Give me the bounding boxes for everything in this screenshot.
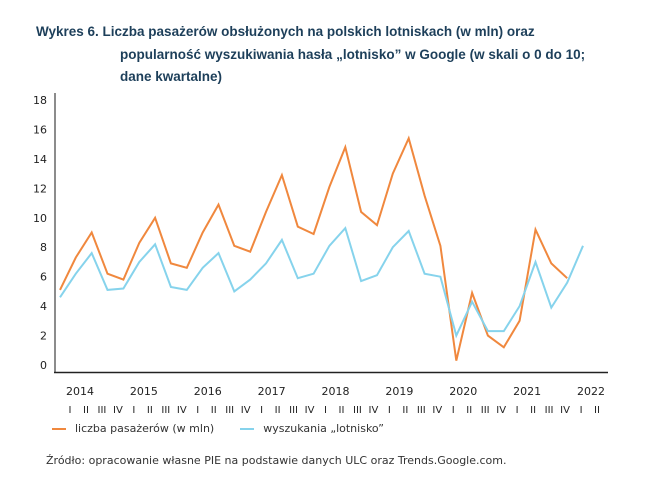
y-axis-ticks: 0 2 4 6 8 10 12 14 16 18 — [33, 94, 47, 372]
x-quarter-label: I — [196, 405, 199, 416]
x-quarter-label: I — [388, 405, 391, 416]
x-quarter-label: III — [417, 405, 426, 416]
legend-item-passengers: liczba pasażerów (w mln) — [52, 422, 214, 435]
x-quarter-label: I — [260, 405, 263, 416]
x-quarter-label: I — [452, 405, 455, 416]
x-quarter-label: I — [132, 405, 135, 416]
x-quarter-label: II — [275, 405, 281, 416]
source-note: Źródło: opracowanie własne PIE na podsta… — [46, 454, 507, 467]
legend-label-passengers: liczba pasażerów (w mln) — [75, 422, 215, 435]
x-quarter-label: I — [69, 405, 72, 416]
x-quarter-label: IV — [496, 405, 506, 416]
y-tick-label: 2 — [40, 330, 47, 343]
x-quarter-label: II — [83, 405, 89, 416]
y-tick-label: 16 — [33, 123, 47, 136]
x-quarter-label: II — [402, 405, 408, 416]
y-tick-label: 4 — [40, 300, 47, 313]
x-quarter-label: III — [161, 405, 170, 416]
line-chart: 0 2 4 6 8 10 12 14 16 18 2014 2015 2016 2017 2018 2019… — [33, 93, 608, 416]
x-quarter-label: II — [211, 405, 217, 416]
x-year-label: 2018 — [322, 385, 350, 398]
x-quarter-label: II — [594, 405, 600, 416]
x-year-label: 2014 — [66, 385, 94, 398]
chart-title: Wykres 6. Liczba pasażerów obsłużonych n… — [36, 21, 656, 89]
x-quarter-label: III — [98, 405, 107, 416]
x-quarter-label: IV — [177, 405, 187, 416]
y-tick-label: 8 — [40, 241, 47, 254]
x-quarter-label: III — [225, 405, 234, 416]
x-quarter-label: II — [147, 405, 153, 416]
x-year-label: 2015 — [130, 385, 158, 398]
x-year-label: 2019 — [385, 385, 413, 398]
x-quarter-label: IV — [113, 405, 123, 416]
legend-item-searches: wyszukania „lotnisko” — [240, 422, 384, 435]
x-quarter-label: I — [324, 405, 327, 416]
legend-label-searches: wyszukania „lotnisko” — [263, 422, 384, 435]
x-quarter-label: III — [289, 405, 298, 416]
x-quarter-label: II — [339, 405, 345, 416]
x-quarter-label: I — [516, 405, 519, 416]
x-year-label: 2016 — [194, 385, 222, 398]
y-tick-label: 10 — [33, 212, 47, 225]
y-tick-label: 12 — [33, 182, 47, 195]
x-quarter-label: IV — [241, 405, 251, 416]
y-tick-label: 14 — [33, 153, 47, 166]
x-year-label: 2022 — [577, 385, 605, 398]
y-tick-label: 6 — [40, 271, 47, 284]
x-quarter-label: I — [580, 405, 583, 416]
legend: liczba pasażerów (w mln) wyszukania „lot… — [52, 422, 410, 435]
x-quarter-label: III — [545, 405, 554, 416]
y-tick-label: 0 — [40, 359, 47, 372]
x-quarter-label: II — [466, 405, 472, 416]
x-year-label: 2020 — [449, 385, 477, 398]
x-quarter-label: IV — [432, 405, 442, 416]
legend-swatch-searches — [240, 427, 255, 430]
x-quarter-label: III — [353, 405, 362, 416]
x-quarter-label: IV — [305, 405, 315, 416]
x-year-label: 2021 — [513, 385, 541, 398]
y-tick-label: 18 — [33, 94, 47, 107]
chart-title-line-1: Wykres 6. Liczba pasażerów obsłużonych n… — [36, 24, 535, 39]
x-quarter-label: III — [481, 405, 490, 416]
x-year-label: 2017 — [258, 385, 286, 398]
series-group — [59, 135, 584, 361]
x-quarter-label: IV — [560, 405, 570, 416]
chart-title-line-3: dane kwartalne) — [120, 69, 223, 84]
x-quarter-label: IV — [369, 405, 379, 416]
chart-title-line-2: popularność wyszukiwania hasła „lotnisko… — [120, 46, 586, 62]
series-line-searches — [59, 226, 584, 339]
legend-swatch-passengers — [52, 427, 66, 430]
x-quarter-label: II — [530, 405, 536, 416]
series-line-passengers — [59, 135, 568, 361]
